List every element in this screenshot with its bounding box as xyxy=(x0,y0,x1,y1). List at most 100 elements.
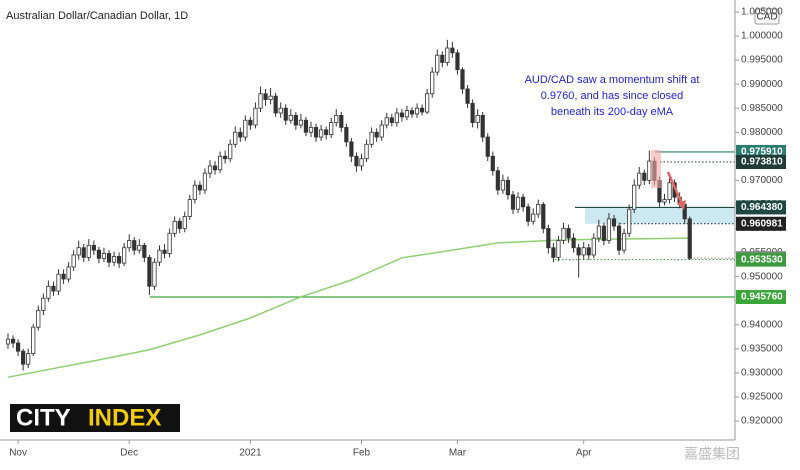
y-tick-label: 0.990000 xyxy=(741,79,783,90)
logo-text: CITY xyxy=(16,404,71,431)
candle-body xyxy=(480,115,485,138)
y-tick-label: 0.920000 xyxy=(741,416,783,427)
candle-body xyxy=(616,225,622,251)
candle-body xyxy=(91,244,96,251)
candle-body xyxy=(647,160,652,181)
candle-body xyxy=(435,54,440,73)
candle-body xyxy=(475,115,480,124)
y-tick-label: 0.970000 xyxy=(741,175,783,186)
candle-body xyxy=(546,228,551,249)
candle-body xyxy=(581,247,586,256)
candle-body xyxy=(465,88,470,104)
candle-body xyxy=(10,338,16,344)
candle-body xyxy=(223,155,228,160)
candle-body xyxy=(329,122,334,136)
level-label-box xyxy=(736,216,786,231)
candle-body xyxy=(596,225,601,239)
candle-body xyxy=(157,249,162,263)
candle-body xyxy=(248,119,253,126)
candle-body xyxy=(243,119,248,138)
candle-body xyxy=(551,247,556,258)
candle-body xyxy=(440,54,445,63)
candle-body xyxy=(561,228,566,241)
candle-body xyxy=(490,155,495,172)
candle-body xyxy=(76,247,81,256)
candle-body xyxy=(384,117,389,126)
candle-body xyxy=(106,253,112,263)
candle-body xyxy=(273,95,278,114)
y-tick-label: 0.950000 xyxy=(741,271,783,282)
y-tick-label: 0.940000 xyxy=(741,319,783,330)
candle-body xyxy=(364,143,369,160)
candle-body xyxy=(409,110,415,115)
candle-body xyxy=(521,196,526,208)
level-label-box xyxy=(736,155,786,170)
candle-body xyxy=(662,199,667,203)
zone xyxy=(585,207,735,224)
candle-body xyxy=(278,107,283,114)
candle-body xyxy=(31,326,36,355)
candle-body xyxy=(515,196,521,210)
watermark: 嘉盛集团 xyxy=(684,446,740,462)
candle-body xyxy=(293,115,298,126)
candle-body xyxy=(627,208,632,234)
candle-body xyxy=(51,285,56,292)
candle-body xyxy=(117,256,122,264)
candle-body xyxy=(258,93,263,109)
level-label-box xyxy=(736,290,786,305)
candle-body xyxy=(46,285,51,299)
annotation: AUD/CAD saw a momentum shift at xyxy=(525,74,700,86)
candle-body xyxy=(217,155,223,171)
candle-body xyxy=(172,220,177,234)
candle-body xyxy=(632,184,637,210)
logo-box xyxy=(10,404,180,432)
candle-body xyxy=(308,127,314,133)
candle-body xyxy=(81,247,86,258)
candle-body xyxy=(334,115,339,124)
level-label: 0.953530 xyxy=(741,254,783,265)
candle-body xyxy=(137,244,142,251)
candle-body xyxy=(86,244,91,258)
candle-body xyxy=(61,273,66,280)
candle-body xyxy=(56,273,61,292)
candle-body xyxy=(253,107,258,126)
candle-body xyxy=(177,220,182,229)
candle-body xyxy=(505,179,511,196)
candle-body xyxy=(132,240,137,251)
candle-body xyxy=(96,249,101,259)
candle-body xyxy=(207,165,213,174)
y-tick-label: 1.000000 xyxy=(741,31,783,42)
y-tick-label: 0.930000 xyxy=(741,368,783,379)
y-tick-label: 0.925000 xyxy=(741,392,783,403)
candle-body xyxy=(566,228,571,239)
candle-body xyxy=(419,107,425,113)
candle-body xyxy=(41,297,46,311)
candle-body xyxy=(571,237,576,249)
candle-body xyxy=(359,158,364,167)
chart-title: Australian Dollar/Canadian Dollar, 1D xyxy=(6,10,188,22)
candle-body xyxy=(233,131,238,145)
candle-body xyxy=(591,237,596,256)
level-label: 0.973810 xyxy=(741,157,783,168)
candle-body xyxy=(318,129,324,138)
level-label: 0.964380 xyxy=(741,202,783,213)
x-tick-label: Dec xyxy=(120,448,138,459)
candle-body xyxy=(637,172,642,186)
plot-area xyxy=(5,39,735,378)
candle-body xyxy=(394,112,399,124)
candle-body xyxy=(576,247,581,256)
candle-body xyxy=(162,249,167,254)
candle-body xyxy=(606,218,612,241)
candle-body xyxy=(470,102,475,124)
candle-body xyxy=(142,244,147,258)
candle-body xyxy=(414,107,420,115)
currency: CAD xyxy=(756,12,777,23)
candle-body xyxy=(36,309,41,328)
candle-body xyxy=(127,240,132,249)
candle-body xyxy=(5,338,11,345)
candle-body xyxy=(283,107,288,121)
y-tick-label: 1.005000 xyxy=(741,7,783,18)
candle-body xyxy=(389,117,394,124)
